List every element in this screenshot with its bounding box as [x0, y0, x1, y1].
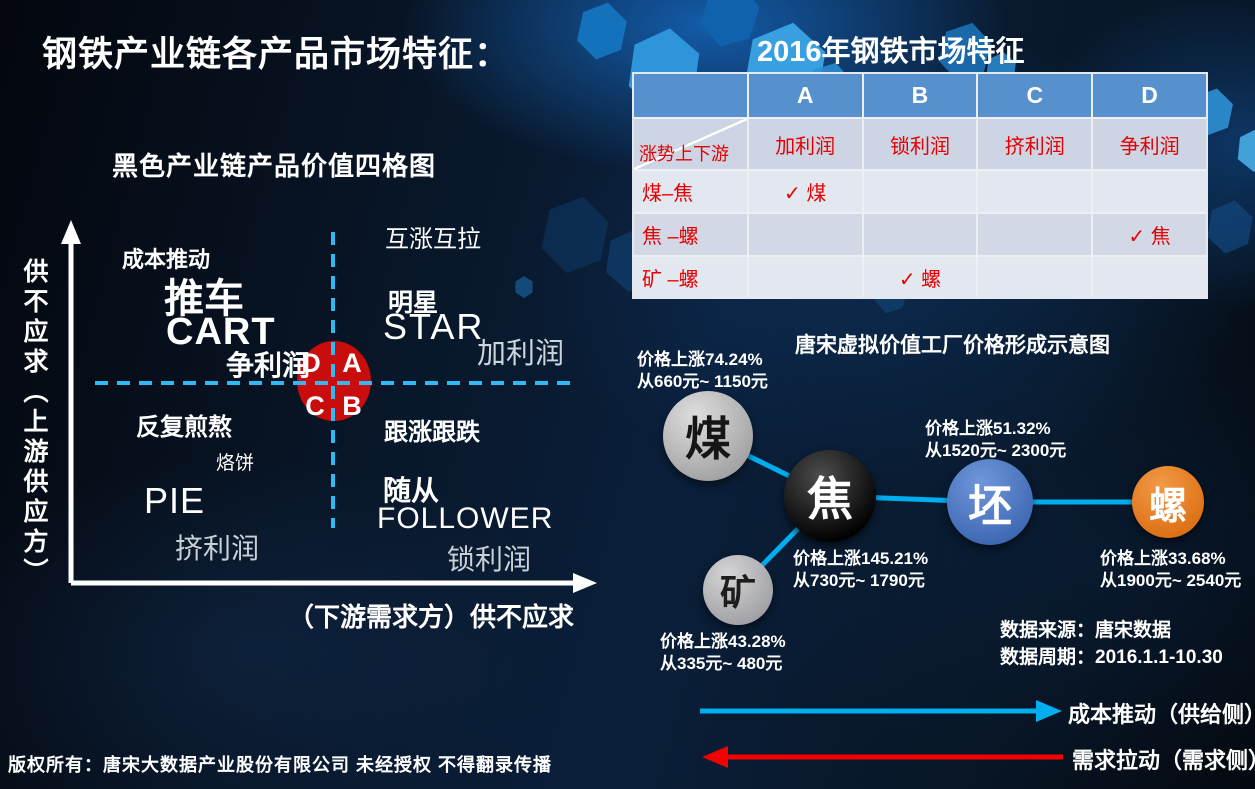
flow-node-ore: 矿: [703, 555, 773, 625]
quadrant-topleft-name-cn: 推车: [164, 277, 244, 321]
quadrant-bottomright-tag: 跟涨跟跌: [384, 419, 480, 446]
copyright-notice: 版权所有：唐宋大数据产业股份有限公司 未经授权 不得翻录传播: [8, 755, 552, 775]
quadrant-bottomleft-name-cn: 烙饼: [216, 453, 255, 474]
price-change: 价格上涨51.32%: [925, 419, 1051, 438]
quadrant-bottomleft-name-en: PIE: [144, 480, 206, 521]
table-cell: [863, 171, 977, 212]
center-letter-b: B: [342, 391, 362, 421]
price-label-ore: 价格上涨43.28% 从335元~ 480元: [660, 631, 786, 676]
price-range: 从730元~ 1790元: [793, 571, 925, 591]
table-column-header: C: [978, 74, 1092, 117]
table-row-label: 矿 –螺: [634, 257, 747, 297]
quadrant-bottomright-profit: 锁利润: [447, 544, 532, 575]
market-table: A B C D 涨势上下游 加利润 锁利润 挤利润 争利润 煤–焦 ✓ 煤 焦 …: [632, 72, 1208, 299]
quadrant-bottomright-name-en: FOLLOWER: [377, 502, 554, 535]
table-profit-cell: 锁利润: [863, 119, 977, 169]
price-change: 价格上涨74.24%: [637, 350, 763, 369]
quadrant-topright-name-cn: 明星: [388, 289, 439, 317]
flow-node-rebar: 螺: [1132, 466, 1204, 538]
table-profit-cell: 挤利润: [978, 119, 1092, 169]
legend-supply-label: 成本推动（供给侧）: [1068, 702, 1255, 727]
table-cell: [748, 214, 862, 255]
data-period-line: 数据周期：2016.1.1-10.30: [1000, 646, 1223, 668]
table-title: 2016年钢铁市场特征: [757, 36, 1025, 68]
table-cell: [1093, 171, 1206, 212]
hexagon-decoration: [571, 0, 634, 65]
table-corner-diagonal-cell: 涨势上下游: [634, 119, 747, 169]
x-axis-label: （下游需求方）供不应求: [288, 602, 575, 632]
page-title: 钢铁产业链各产品市场特征：: [42, 35, 511, 74]
quadrant-chart-title: 黑色产业链产品价值四格图: [112, 151, 437, 181]
price-range: 从1900元~ 2540元: [1100, 571, 1242, 591]
table-cell: [978, 257, 1092, 297]
price-change: 价格上涨145.21%: [793, 549, 929, 568]
price-label-coke: 价格上涨145.21% 从730元~ 1790元: [793, 548, 928, 593]
quadrant-bottomleft-tag: 反复煎熬: [136, 414, 232, 441]
center-letter-c: C: [305, 391, 325, 421]
hexagon-decoration: [1202, 196, 1255, 258]
data-source-block: 数据来源：唐宋数据 数据周期：2016.1.1-10.30: [1000, 618, 1223, 672]
quadrant-topright-name-en: STAR: [383, 306, 485, 347]
flow-node-coke: 焦: [784, 450, 876, 542]
legend-demand-label: 需求拉动（需求侧）: [1072, 748, 1255, 773]
price-change: 价格上涨43.28%: [660, 632, 786, 651]
price-range: 从660元~ 1150元: [637, 372, 768, 392]
table-cell: [748, 257, 862, 297]
table-column-header: A: [748, 74, 862, 117]
price-range: 从335元~ 480元: [660, 654, 783, 674]
quadrant-topleft-name-en: CART: [166, 311, 276, 353]
table-cell: [978, 214, 1092, 255]
table-cell: ✓ 螺: [863, 257, 977, 297]
flow-node-coal: 煤: [663, 391, 753, 481]
quadrant-topleft-profit: 争利润: [226, 350, 311, 381]
table-cell: [978, 171, 1092, 212]
table-column-header: D: [1093, 74, 1206, 117]
quadrant-bottomleft-profit: 挤利润: [175, 533, 260, 564]
table-row-label: 煤–焦: [634, 171, 747, 212]
y-axis-label: 供不应求（上游供应方）: [20, 258, 48, 588]
table-cell: [863, 214, 977, 255]
quadrant-axes: [61, 220, 597, 593]
table-corner-header: [634, 74, 747, 117]
center-letter-d: D: [301, 348, 321, 378]
table-corner-label: 涨势上下游: [639, 144, 729, 164]
price-label-billet: 价格上涨51.32% 从1520元~ 2300元: [925, 418, 1066, 463]
table-cell: ✓ 煤: [748, 171, 862, 212]
price-label-rebar: 价格上涨33.68% 从1900元~ 2540元: [1100, 548, 1241, 593]
table-row-label: 焦 –螺: [634, 214, 747, 255]
quadrant-topright-tag: 互涨互拉: [385, 226, 481, 253]
table-profit-cell: 争利润: [1093, 119, 1206, 169]
price-label-coal: 价格上涨74.24% 从660元~ 1150元: [637, 349, 768, 394]
flow-node-billet: 坯: [947, 459, 1033, 545]
table-column-header: B: [863, 74, 977, 117]
quadrant-topright-profit: 加利润: [477, 338, 565, 370]
quadrant-topleft-tag: 成本推动: [122, 247, 211, 272]
center-letter-a: A: [342, 348, 362, 378]
price-range: 从1520元~ 2300元: [925, 441, 1067, 461]
hexagon-decoration: [515, 276, 533, 298]
table-profit-cell: 加利润: [748, 119, 862, 169]
table-cell: ✓ 焦: [1093, 214, 1206, 255]
flow-diagram-title: 唐宋虚拟价值工厂价格形成示意图: [795, 334, 1110, 357]
data-source-line: 数据来源：唐宋数据: [1000, 620, 1172, 641]
quadrant-bottomright-name-cn: 随从: [383, 475, 440, 506]
hexagon-decoration: [1234, 126, 1255, 174]
table-cell: [1093, 257, 1206, 297]
price-change: 价格上涨33.68%: [1100, 549, 1226, 568]
